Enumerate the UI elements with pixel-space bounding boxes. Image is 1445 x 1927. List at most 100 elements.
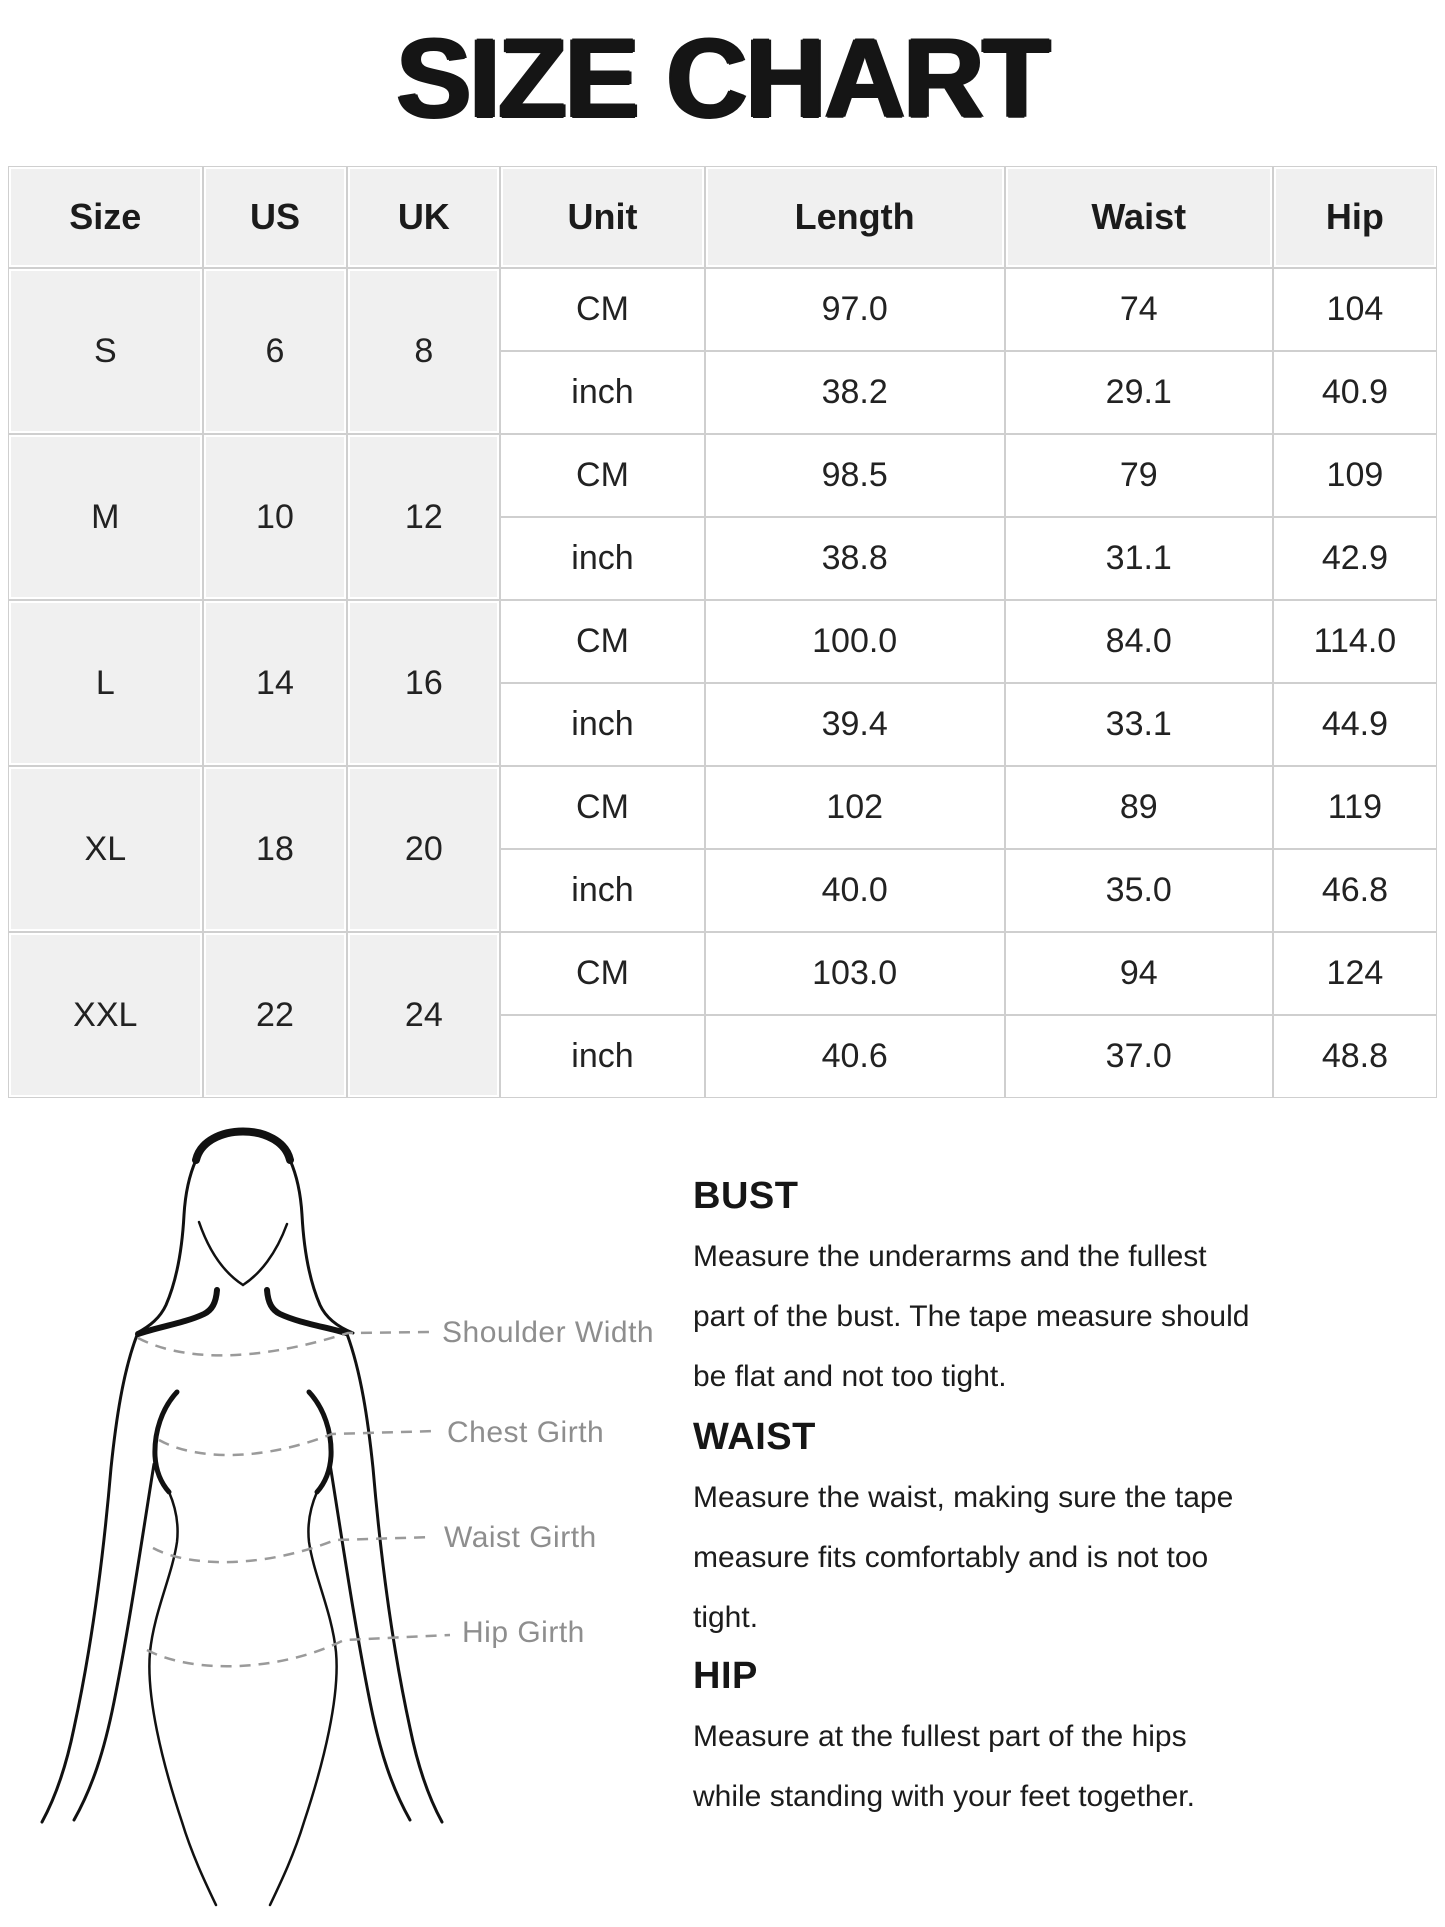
waist-inch-cell: 29.1 (1007, 354, 1270, 431)
length-cm-cell: 102 (707, 769, 1002, 846)
figure-arm-right-inner (328, 1462, 412, 1822)
unit-cell-cm: CM (503, 769, 702, 846)
figure-bust-left (152, 1389, 180, 1495)
unit-cell-inch: inch (503, 852, 702, 929)
figure-shoulder-right (264, 1287, 349, 1336)
header-cell-size: Size (11, 169, 200, 265)
uk-cell: 20 (350, 769, 498, 929)
size-cell: XXL (11, 935, 200, 1095)
size-row-xl-inch: inch 40.0 35.0 46.8 (11, 852, 1434, 929)
size-table-grid: Size US UK Unit Length Waist Hip S 6 8 CM 97.0 74 10… (5, 163, 1440, 1101)
instruction-waist: WAIST Measure the waist, making sure the… (693, 1416, 1433, 1648)
hip-cm-cell: 114.0 (1275, 603, 1434, 680)
figure-label-waist-girth: Waist Girth (444, 1521, 597, 1554)
size-row-s-cm: S 6 8 CM 97.0 74 104 (11, 271, 1434, 431)
unit-cell-cm: CM (503, 603, 702, 680)
waist-cm-cell: 94 (1007, 935, 1270, 1012)
figure-hair-right (288, 1158, 355, 1335)
size-table: Size US UK Unit Length Waist Hip S 6 8 CM 97.0 74 10… (5, 163, 1440, 1101)
figure-hair-left (135, 1158, 198, 1335)
size-cell: S (11, 271, 200, 431)
header-cell-us: US (205, 169, 345, 265)
length-cm-cell: 103.0 (707, 935, 1002, 1012)
header-cell-uk: UK (350, 169, 498, 265)
size-row-l-cm: L 14 16 CM 100.0 84.0 114.0 (11, 603, 1434, 763)
size-table-body: S 6 8 CM 97.0 74 104 inch 38.2 29.1 40.9 M 10 12 CM 98.… (11, 271, 1434, 1095)
hip-inch-cell: 44.9 (1275, 686, 1434, 763)
size-row-xxl-inch: inch 40.6 37.0 48.8 (11, 1018, 1434, 1095)
chest-girth-dash-line (158, 1429, 437, 1457)
uk-cell: 12 (350, 437, 498, 597)
instruction-bust-text: Measure the underarms and the fullest pa… (693, 1240, 1250, 1393)
hip-cm-cell: 124 (1275, 935, 1434, 1012)
us-cell: 10 (205, 437, 345, 597)
hip-cm-cell: 104 (1275, 271, 1434, 348)
figure-bust-right (306, 1389, 334, 1495)
size-row-m-inch: inch 38.8 31.1 42.9 (11, 520, 1434, 597)
hip-cm-cell: 109 (1275, 437, 1434, 514)
waist-inch-cell: 37.0 (1007, 1018, 1270, 1095)
header-cell-unit: Unit (503, 169, 702, 265)
waist-girth-dash-line (152, 1535, 434, 1564)
size-table-header: Size US UK Unit Length Waist Hip (11, 169, 1434, 265)
length-inch-cell: 38.8 (707, 520, 1002, 597)
hip-girth-dash-line (146, 1633, 451, 1668)
unit-cell-cm: CM (503, 437, 702, 514)
instruction-waist-heading: WAIST (693, 1416, 816, 1458)
length-cm-cell: 98.5 (707, 437, 1002, 514)
waist-inch-cell: 35.0 (1007, 852, 1270, 929)
size-row-xl-cm: XL 18 20 CM 102 89 119 (11, 769, 1434, 929)
size-cell: XL (11, 769, 200, 929)
header-cell-hip: Hip (1275, 169, 1434, 265)
figure-torso-left (148, 1490, 218, 1907)
hip-inch-cell: 48.8 (1275, 1018, 1434, 1095)
figure-label-hip-girth: Hip Girth (462, 1616, 585, 1649)
figure-face (197, 1220, 289, 1287)
instruction-bust: BUST Measure the underarms and the fulle… (693, 1175, 1433, 1407)
length-cm-cell: 97.0 (707, 271, 1002, 348)
size-row-xxl-cm: XXL 22 24 CM 103.0 94 124 (11, 935, 1434, 1095)
page-title: SIZE CHART (396, 16, 1051, 141)
waist-cm-cell: 74 (1007, 271, 1270, 348)
figure-torso-right (268, 1490, 338, 1907)
waist-cm-cell: 89 (1007, 769, 1270, 846)
unit-cell-cm: CM (503, 271, 702, 348)
header-cell-waist: Waist (1007, 169, 1270, 265)
uk-cell: 16 (350, 603, 498, 763)
length-inch-cell: 40.6 (707, 1018, 1002, 1095)
waist-inch-cell: 31.1 (1007, 520, 1270, 597)
length-cm-cell: 100.0 (707, 603, 1002, 680)
figure-label-shoulder-width: Shoulder Width (442, 1316, 654, 1349)
size-cell: M (11, 437, 200, 597)
instruction-bust-heading: BUST (693, 1175, 799, 1217)
figure-arm-left-outer (40, 1333, 139, 1824)
figure-arm-left-inner (72, 1462, 156, 1822)
uk-cell: 24 (350, 935, 498, 1095)
figure-label-chest-girth: Chest Girth (447, 1416, 604, 1449)
us-cell: 18 (205, 769, 345, 929)
us-cell: 6 (205, 271, 345, 431)
unit-cell-inch: inch (503, 686, 702, 763)
waist-cm-cell: 79 (1007, 437, 1270, 514)
hip-inch-cell: 40.9 (1275, 354, 1434, 431)
figure-shoulder-left (135, 1287, 220, 1337)
figure-hair-top (192, 1127, 294, 1164)
shoulder-width-dash-line (137, 1330, 431, 1357)
instruction-hip-heading: HIP (693, 1655, 758, 1697)
size-row-m-cm: M 10 12 CM 98.5 79 109 (11, 437, 1434, 597)
unit-cell-inch: inch (503, 1018, 702, 1095)
unit-cell-inch: inch (503, 354, 702, 431)
us-cell: 14 (205, 603, 345, 763)
figure-arm-right-outer (345, 1332, 444, 1824)
waist-inch-cell: 33.1 (1007, 686, 1270, 763)
size-cell: L (11, 603, 200, 763)
body-measurement-figure: Shoulder Width Chest Girth Waist Girth H… (40, 1127, 654, 1907)
instruction-waist-text: Measure the waist, making sure the tape … (693, 1481, 1234, 1634)
instruction-hip-text: Measure at the fullest part of the hips … (693, 1720, 1195, 1813)
length-inch-cell: 39.4 (707, 686, 1002, 763)
hip-inch-cell: 46.8 (1275, 852, 1434, 929)
waist-cm-cell: 84.0 (1007, 603, 1270, 680)
hip-inch-cell: 42.9 (1275, 520, 1434, 597)
hip-cm-cell: 119 (1275, 769, 1434, 846)
us-cell: 22 (205, 935, 345, 1095)
